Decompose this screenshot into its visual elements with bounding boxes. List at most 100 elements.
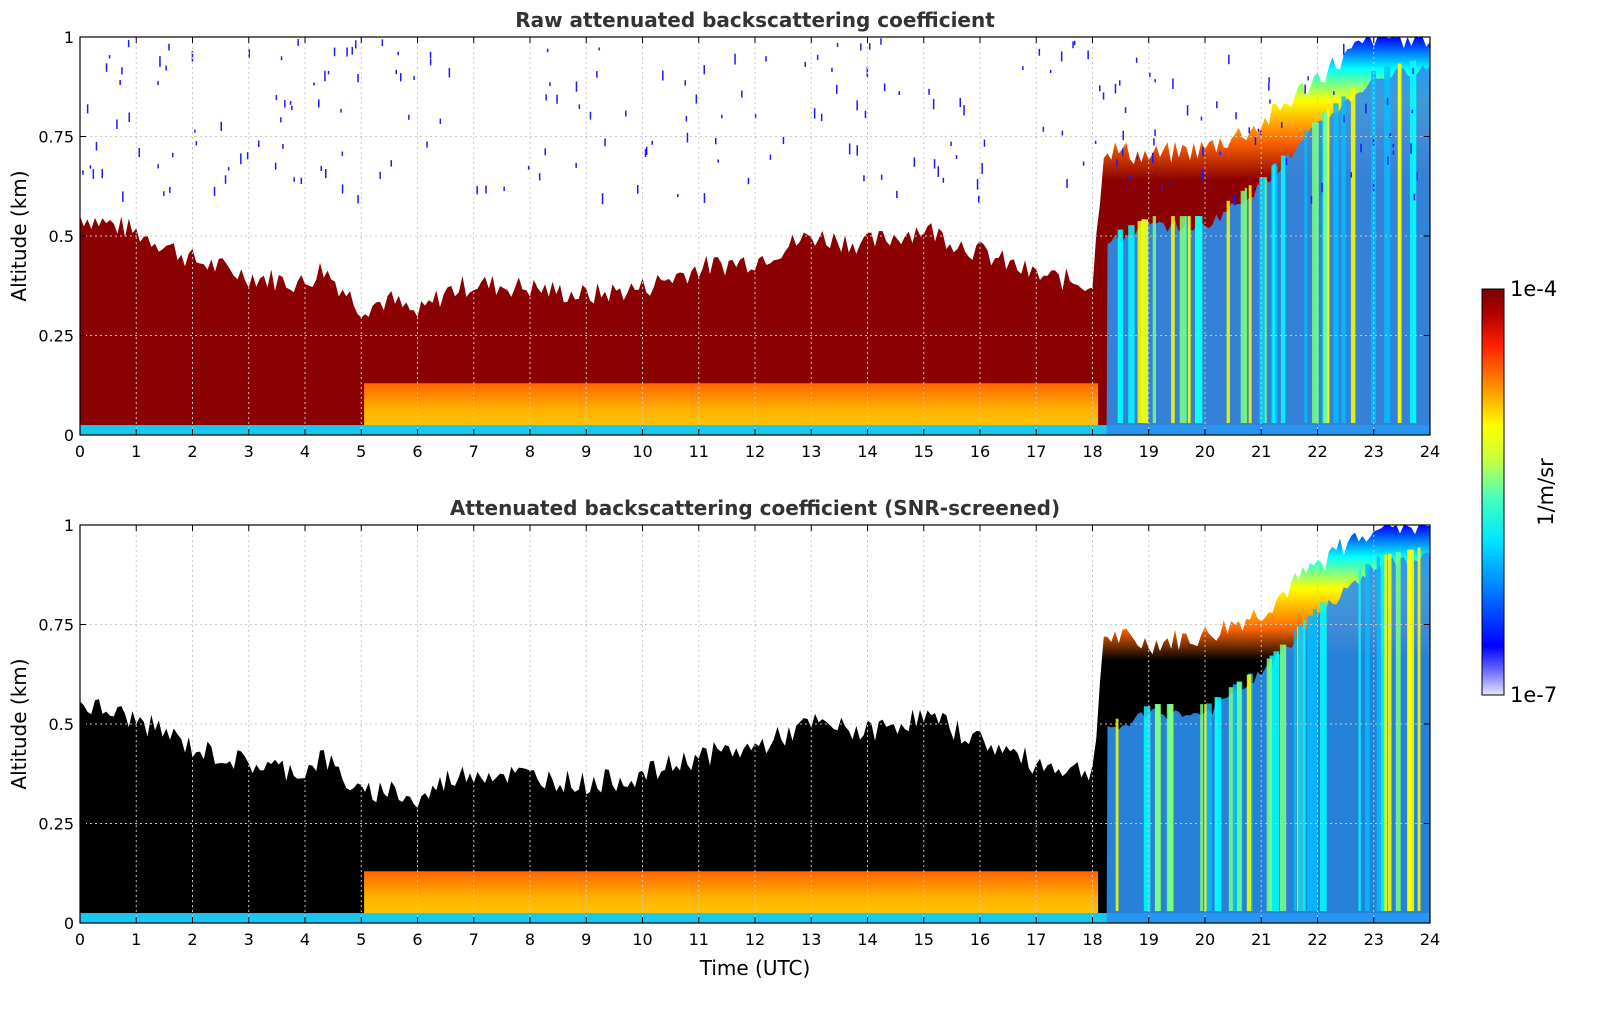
p1-noise-speck (1099, 85, 1101, 92)
p1-noise-speck (860, 43, 862, 51)
p2-streak (1155, 704, 1161, 912)
p1-noise-speck (1216, 101, 1218, 109)
p1-noise-speck (1049, 69, 1052, 73)
p1-noise-speck (157, 164, 159, 169)
p1-x-tick-label: 7 (469, 442, 479, 461)
p1-noise-speck (485, 185, 487, 194)
p1-noise-speck (813, 108, 816, 119)
screened-heatmap-streaks (1115, 547, 1421, 912)
panel-1-grid (80, 37, 1430, 435)
p1-streak (1248, 185, 1252, 424)
p1-noise-speck (856, 145, 858, 156)
p2-x-tick-label: 24 (1420, 930, 1440, 949)
p1-noise-speck (448, 68, 451, 78)
p1-noise-speck (1233, 195, 1236, 206)
p2-streak (1246, 674, 1252, 912)
p1-noise-speck (836, 84, 838, 94)
p2-x-tick-label: 3 (244, 930, 254, 949)
p1-noise-speck (1169, 181, 1171, 186)
p1-streak (1137, 221, 1143, 423)
panel-2-y-label: Altitude (km) (7, 658, 31, 789)
p1-streak (1333, 103, 1339, 424)
p1-noise-speck (86, 104, 89, 114)
p1-noise-speck (848, 143, 851, 155)
x-axis-label: Time (UTC) (699, 956, 811, 980)
panel-1-x-ticks: 0 1 2 3 4 5 6 7 8 9 10 11 12 13 14 15 16 17 18 19 20 21 22 23 24 (75, 37, 1440, 461)
p1-streak (1152, 216, 1156, 424)
p1-noise-speck (1201, 169, 1203, 181)
p1-noise-speck (1116, 159, 1118, 167)
p2-streak (1115, 718, 1119, 911)
p1-streak (1128, 225, 1135, 424)
p1-noise-speck (1202, 147, 1204, 157)
p1-noise-speck (598, 47, 600, 51)
panel-1-y-label: Altitude (km) (7, 170, 31, 301)
p1-noise-speck (1228, 54, 1230, 65)
p1-streak (1171, 216, 1175, 424)
p2-streak (1384, 554, 1388, 912)
p1-y-tick-label: 0 (64, 426, 74, 445)
p1-noise-speck (1386, 97, 1389, 105)
p1-x-tick-label: 4 (300, 442, 310, 461)
p2-x-tick-label: 1 (131, 930, 141, 949)
p1-x-tick-label: 8 (525, 442, 535, 461)
p1-noise-speck (1042, 126, 1045, 132)
p2-x-tick-label: 15 (914, 930, 934, 949)
raw-heatmap-noise (82, 38, 1418, 424)
p1-noise-speck (677, 194, 679, 198)
p1-noise-speck (1365, 103, 1367, 114)
p1-noise-speck (546, 48, 549, 53)
p1-noise-speck (896, 190, 898, 199)
colorbar-units-label: 1/m/sr (1534, 458, 1558, 526)
p1-noise-speck (604, 138, 606, 147)
p1-noise-speck (651, 140, 653, 145)
p1-noise-speck (1343, 43, 1345, 55)
p2-streak (1298, 625, 1304, 911)
p1-noise-speck (836, 43, 839, 47)
p2-x-tick-label: 22 (1307, 930, 1327, 949)
p1-noise-speck (397, 51, 399, 56)
p2-streak (1380, 555, 1388, 912)
p1-noise-speck (880, 174, 883, 180)
colorbar-min-label: 1e-7 (1510, 683, 1557, 707)
p1-x-tick-label: 6 (412, 442, 422, 461)
p1-noise-speck (880, 38, 882, 45)
p1-noise-speck (1129, 174, 1131, 181)
p1-noise-speck (300, 177, 303, 185)
colorbar-max-label: 1e-4 (1510, 277, 1557, 301)
p1-noise-speck (937, 166, 939, 177)
p1-noise-speck (538, 173, 541, 181)
p1-noise-speck (950, 141, 952, 146)
p1-noise-speck (275, 94, 278, 101)
screened-heatmap-aerosol-layer (80, 525, 1430, 923)
p1-noise-speck (1268, 82, 1270, 91)
p1-noise-speck (685, 116, 688, 122)
p2-x-tick-label: 11 (689, 930, 709, 949)
p2-daytime-mixed-layer (364, 871, 1099, 923)
p2-x-tick-label: 0 (75, 930, 85, 949)
p1-noise-speck (165, 65, 167, 71)
p1-x-tick-label: 20 (1195, 442, 1215, 461)
p2-y-tick-label: 1 (64, 516, 74, 535)
p1-noise-speck (782, 136, 785, 145)
p1-x-tick-label: 11 (689, 442, 709, 461)
p1-x-tick-label: 18 (1082, 442, 1102, 461)
p1-noise-speck (913, 157, 916, 167)
p1-noise-speck (82, 170, 84, 175)
p1-noise-speck (1153, 138, 1155, 146)
p1-noise-speck (684, 80, 686, 86)
p1-streak (1244, 187, 1248, 423)
p1-noise-speck (601, 193, 604, 205)
p1-noise-speck (1285, 158, 1288, 166)
p1-noise-speck (527, 165, 530, 170)
p1-noise-speck (429, 51, 432, 59)
p1-noise-speck (1235, 112, 1237, 120)
p1-noise-speck (1038, 48, 1041, 56)
p1-noise-speck (1392, 150, 1395, 155)
p1-noise-speck (351, 47, 353, 55)
p1-noise-speck (1268, 77, 1270, 83)
p1-noise-speck (662, 70, 664, 81)
p1-noise-speck (1172, 78, 1174, 89)
p1-noise-speck (1151, 152, 1154, 164)
p2-streak (1293, 629, 1297, 912)
